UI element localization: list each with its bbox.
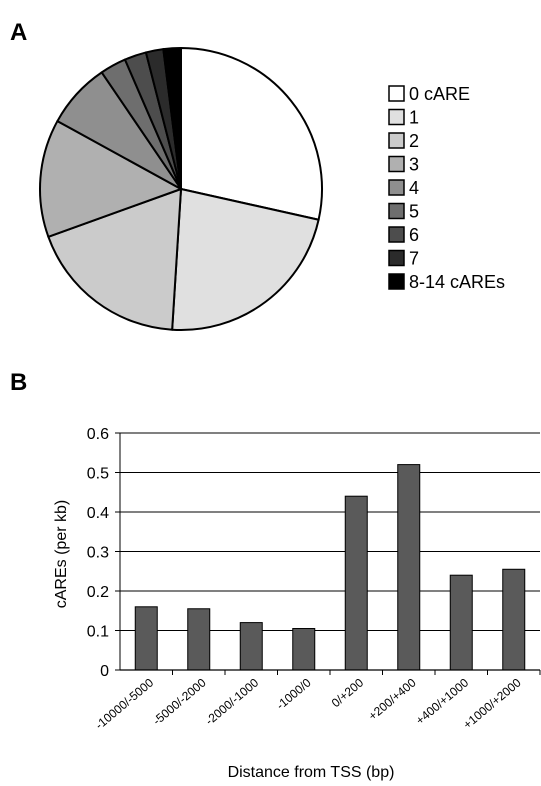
x-tick-label: -10000/-5000	[92, 675, 156, 732]
bar	[502, 568, 526, 671]
pie-slice	[162, 46, 182, 190]
y-tick-label: 0.2	[87, 584, 109, 601]
bar	[187, 608, 211, 671]
x-tick-label: +200/+400	[366, 675, 419, 723]
y-axis-title: cAREs (per kb)	[53, 500, 70, 608]
panel-b-label: B	[10, 369, 27, 396]
bar-chart: 0 0.1 0.2 0.3 0.4 0.5 0.6 -10000/-5000-5000/-20…	[87, 426, 541, 732]
legend-label: 6	[409, 225, 419, 245]
pie-legend: 0 cARE 1 2 3 4 5 6 7 8-14 cAREs	[388, 84, 505, 292]
legend-swatch	[388, 202, 405, 220]
bar	[449, 574, 473, 671]
legend-swatch	[388, 226, 405, 243]
legend-swatch	[388, 108, 405, 126]
panel-a-label: A	[10, 19, 27, 46]
legend-label: 3	[409, 155, 419, 175]
bar	[397, 464, 421, 671]
bar	[134, 606, 158, 671]
y-tick-label: 0.3	[87, 545, 109, 562]
y-tick-label: 0.5	[87, 466, 109, 483]
legend-label: 8-14 cAREs	[409, 272, 505, 292]
y-tick-label: 0	[100, 663, 109, 680]
legend-label: 1	[409, 108, 419, 128]
y-tick-label: 0.4	[87, 505, 109, 522]
legend-label: 7	[409, 249, 419, 269]
legend-swatch	[388, 273, 405, 290]
legend-swatch	[388, 249, 405, 267]
legend-label: 4	[409, 178, 419, 198]
x-tick-label: 0/+200	[329, 675, 367, 710]
legend-label: 0 cARE	[409, 84, 470, 104]
legend-swatch	[388, 179, 405, 196]
legend-label: 2	[409, 131, 419, 151]
pie-slice	[47, 188, 182, 331]
legend-swatch	[388, 132, 405, 149]
legend-label: 5	[409, 202, 419, 222]
x-tick-label: -1000/0	[273, 675, 313, 712]
y-tick-label: 0.1	[87, 624, 109, 641]
bar	[292, 628, 316, 671]
pie-chart	[39, 46, 323, 331]
pie-slice	[180, 47, 323, 221]
legend-swatch	[388, 85, 405, 102]
legend-swatch	[388, 155, 405, 173]
x-tick-label: -2000/-1000	[203, 675, 262, 728]
y-tick-label: 0.6	[87, 426, 109, 443]
pie-slice	[171, 188, 320, 331]
x-axis-title: Distance from TSS (bp)	[228, 764, 395, 781]
bar	[239, 622, 263, 671]
x-tick-label: -5000/-2000	[150, 675, 209, 728]
pie-slice	[39, 120, 182, 238]
x-tick-label: +1000/+2000	[460, 675, 523, 731]
bar	[344, 495, 368, 671]
